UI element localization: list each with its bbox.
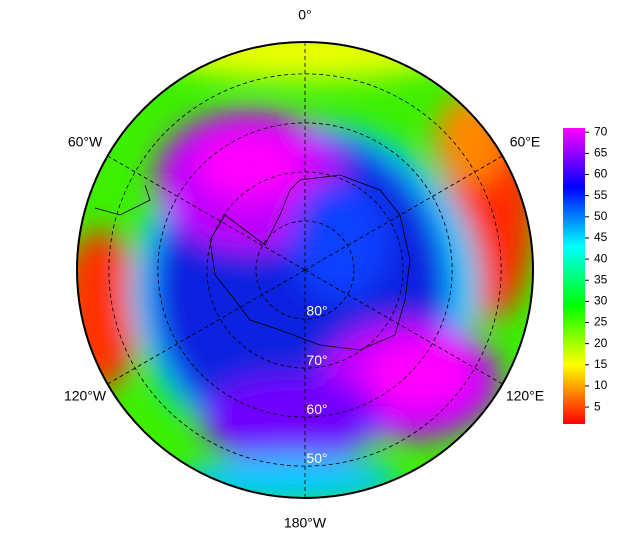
colorbar-tick-label: 70 [594, 124, 608, 138]
colorbar-tick-label: 25 [594, 315, 608, 329]
meridian-label: 0° [298, 7, 311, 23]
meridian [107, 269, 306, 385]
meridian [304, 155, 503, 271]
parallel-label: 50° [306, 450, 327, 466]
parallel [108, 73, 502, 467]
parallel [255, 220, 355, 320]
parallel-label: 60° [306, 401, 327, 417]
meridian-label: 60°E [510, 134, 541, 150]
colorbar-tick-label: 35 [594, 272, 608, 286]
meridian [304, 269, 503, 385]
parallel-label: 70° [306, 352, 327, 368]
colorbar-tick-label: 15 [594, 357, 608, 371]
colorbar-tick-label: 45 [594, 230, 608, 244]
graticule [107, 42, 503, 498]
meridian-label: 60°W [68, 134, 103, 150]
colorbar-tick-label: 5 [594, 399, 601, 413]
parallel [206, 171, 404, 369]
colorbar-tick-label: 55 [594, 188, 608, 202]
meridian-label: 120°E [506, 388, 544, 404]
colorbar-tick-label: 65 [594, 146, 608, 160]
colorbar-tick-label: 10 [594, 378, 608, 392]
meridian-label: 180°W [284, 515, 327, 531]
colorbar-tick-label: 60 [594, 167, 608, 181]
colorbar [563, 128, 585, 424]
parallel-label: 80° [306, 303, 327, 319]
meridian-label: 120°W [64, 388, 107, 404]
colorbar-tick-label: 20 [594, 336, 608, 350]
meridian [107, 155, 306, 271]
colorbar-tick-label: 50 [594, 209, 608, 223]
parallel [157, 122, 453, 418]
colorbar-tick-label: 30 [594, 294, 608, 308]
colorbar-tick-label: 40 [594, 251, 608, 265]
